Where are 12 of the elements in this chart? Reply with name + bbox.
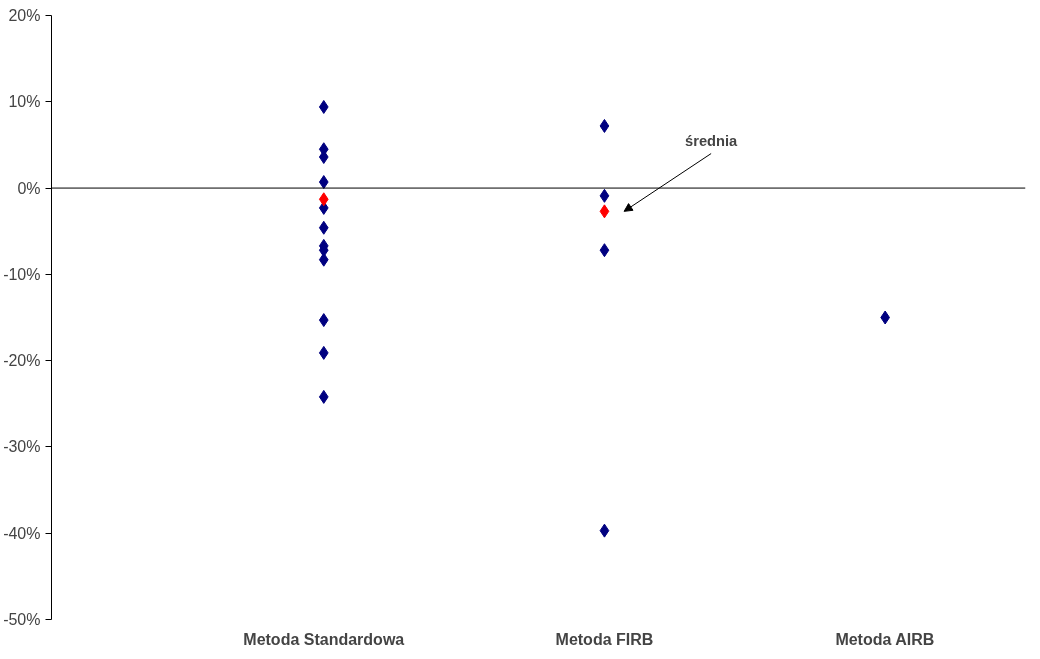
x-tick-label: Metoda AIRB — [835, 630, 935, 648]
x-tick-label: Metoda FIRB — [555, 630, 654, 648]
y-tick-label: -50% — [3, 611, 41, 628]
x-tick-label: Metoda Standardowa — [243, 630, 405, 648]
y-tick-label: -20% — [3, 352, 41, 370]
y-tick-label: -40% — [3, 524, 41, 542]
y-tick-label: -10% — [3, 265, 41, 283]
annotation: średnia — [685, 133, 739, 150]
y-tick-label: 10% — [8, 93, 41, 111]
y-tick-label: -30% — [3, 438, 41, 456]
y-tick-label: 20% — [8, 7, 41, 24]
y-tick-label: 0% — [17, 179, 41, 197]
